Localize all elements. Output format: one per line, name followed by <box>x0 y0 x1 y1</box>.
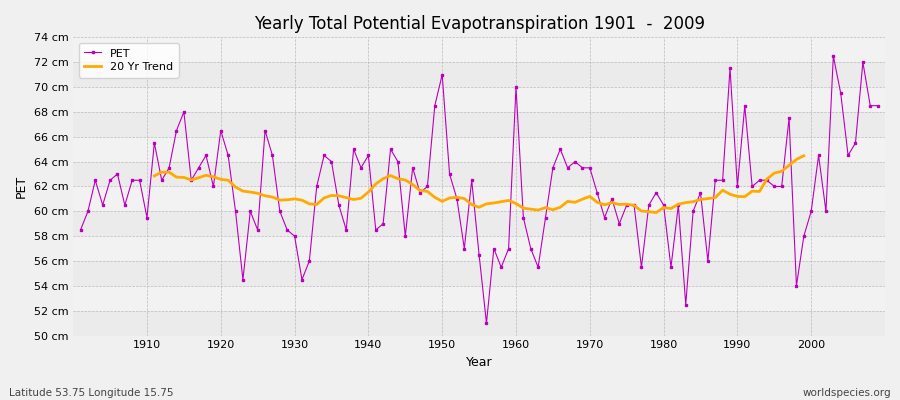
Bar <box>73 162 885 186</box>
20 Yr Trend <box>651 210 661 215</box>
Bar <box>73 261 885 286</box>
20 Yr Trend <box>282 198 292 202</box>
Text: worldspecies.org: worldspecies.org <box>803 388 891 398</box>
Title: Yearly Total Potential Evapotranspiration 1901  -  2009: Yearly Total Potential Evapotranspiratio… <box>254 15 705 33</box>
Bar <box>73 286 885 311</box>
PET <box>297 277 308 282</box>
Bar <box>73 62 885 87</box>
20 Yr Trend <box>148 174 159 178</box>
20 Yr Trend <box>230 185 241 190</box>
X-axis label: Year: Year <box>466 356 492 369</box>
20 Yr Trend <box>482 202 492 206</box>
PET <box>872 103 883 108</box>
PET <box>518 215 529 220</box>
Bar <box>73 37 885 62</box>
PET <box>134 178 145 183</box>
Text: Latitude 53.75 Longitude 15.75: Latitude 53.75 Longitude 15.75 <box>9 388 174 398</box>
Bar <box>73 137 885 162</box>
Line: 20 Yr Trend: 20 Yr Trend <box>154 156 804 212</box>
PET <box>482 321 492 326</box>
20 Yr Trend <box>215 177 226 182</box>
Legend: PET, 20 Yr Trend: PET, 20 Yr Trend <box>78 43 178 78</box>
Bar <box>73 311 885 336</box>
PET <box>607 196 617 201</box>
PET <box>341 228 352 232</box>
20 Yr Trend <box>798 153 809 158</box>
Line: PET: PET <box>79 55 878 324</box>
PET <box>828 54 839 58</box>
Bar <box>73 211 885 236</box>
Bar <box>73 112 885 137</box>
PET <box>510 85 521 90</box>
20 Yr Trend <box>400 178 410 182</box>
PET <box>75 228 86 232</box>
Bar <box>73 87 885 112</box>
20 Yr Trend <box>732 194 742 199</box>
Bar <box>73 236 885 261</box>
Bar <box>73 186 885 211</box>
Y-axis label: PET: PET <box>15 175 28 198</box>
